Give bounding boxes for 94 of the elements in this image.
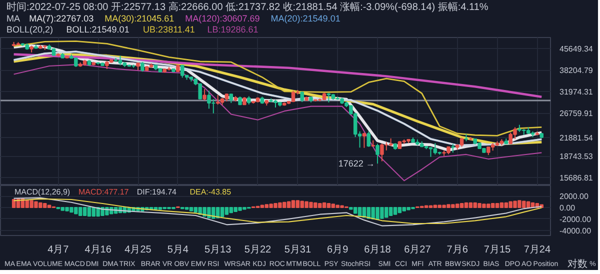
bar [194, 207, 198, 213]
y-tick-label: 2000.00 [560, 192, 589, 202]
bar [504, 202, 508, 208]
bar [318, 203, 322, 208]
bar [402, 207, 406, 212]
x-tick-label: 5月31 [284, 244, 312, 256]
candlestick [376, 143, 380, 164]
candlestick [216, 94, 220, 106]
x-tick-label: 4月16 [84, 244, 112, 256]
bar [87, 207, 92, 217]
y-tick-label: 18743.53 [560, 152, 594, 162]
text: MA(120):30607.69 [185, 14, 260, 24]
bar [264, 204, 269, 208]
bar [490, 203, 495, 208]
candlestick [460, 137, 464, 148]
bar [353, 207, 358, 214]
x-tick-label: 5月4 [167, 244, 189, 256]
bar [398, 207, 402, 214]
y-tick-label: 31974.31 [560, 88, 594, 97]
series-label: MACD:477.17 [78, 188, 130, 196]
bar [78, 207, 82, 216]
x-tick-label: 4月25 [124, 244, 152, 256]
bar [500, 202, 504, 208]
bar [455, 204, 460, 208]
series-label: UB:23811.41 [143, 24, 195, 34]
y-tick-label: 15686.81 [560, 174, 594, 183]
x-tick-label: 5月22 [244, 244, 272, 256]
chart-title: MACD(12,26,9) [14, 188, 70, 196]
bar [464, 202, 468, 208]
y-tick-label: 38204.79 [560, 66, 594, 76]
y-tick-label: 45649.34 [560, 44, 594, 54]
text: MA(20):21549.01 [270, 14, 340, 24]
bar [82, 207, 87, 216]
bar [12, 199, 16, 208]
line-series [13, 40, 542, 136]
text: 对数 [568, 258, 588, 270]
y-tick-label: 21881.54 [560, 133, 594, 142]
bar [224, 207, 229, 215]
candlestick [433, 142, 438, 155]
y-tick-label: -4000.00 [560, 226, 592, 236]
bar [291, 200, 296, 208]
candlestick [366, 130, 371, 148]
x-tick-label: 7月6 [446, 244, 468, 256]
bar [286, 201, 291, 208]
text: BOLL(20,2) [6, 24, 54, 34]
candlestick [428, 146, 433, 158]
bar [282, 202, 286, 208]
series-label: BOLL:21549.01 [66, 24, 130, 34]
series-label: DIF:194.74 [136, 188, 178, 196]
bar [229, 207, 234, 214]
bar [189, 207, 194, 212]
annotation: 17622 → [338, 158, 375, 169]
x-tick-label: 6月9 [327, 244, 349, 256]
y-tick-label: 0.00 [560, 204, 576, 212]
candlestick [202, 88, 206, 101]
candlestick [207, 90, 211, 110]
line-series [12, 53, 543, 98]
bar [388, 207, 393, 216]
bar [468, 202, 473, 208]
bar [326, 203, 331, 208]
x-tick-label: 6月18 [364, 244, 392, 256]
candlestick [198, 82, 202, 100]
bar [495, 203, 500, 208]
bar [220, 207, 224, 218]
candlestick [140, 62, 144, 72]
text: MA [6, 14, 20, 24]
candlestick [380, 143, 384, 162]
bar [296, 200, 300, 208]
candlestick [300, 91, 304, 103]
candlestick [362, 132, 366, 148]
text: 时间:2022-07-25 08:00 开:22577.13 高:22666.00 低:21737.82 收:21881.54 涨幅:-3.09%(-698.14) 振幅:4.11% [6, 1, 488, 13]
bar [460, 203, 464, 208]
candlestick [180, 64, 184, 78]
text: MA(7):22767.03 [29, 14, 94, 24]
bar [433, 204, 438, 208]
x-tick-label: 7月24 [524, 244, 551, 256]
text: LB:19286.61 [207, 24, 258, 34]
bar [393, 207, 398, 215]
line-series [13, 64, 542, 182]
x-tick-label: 7月15 [484, 244, 512, 256]
y-tick-label: -2000.00 [560, 214, 592, 224]
bar [331, 204, 336, 208]
candlestick [118, 55, 122, 66]
bar [42, 203, 47, 208]
text: MA(30):21045.61 [104, 14, 174, 24]
bar [47, 204, 52, 208]
x-tick-label: 5月13 [204, 244, 232, 256]
x-tick-label: 4月7 [48, 244, 70, 256]
text: DEA:-43.85 [190, 188, 232, 196]
candlestick [326, 92, 331, 103]
y-tick-label: 26759.91 [560, 109, 594, 118]
x-tick-label: 6月27 [404, 244, 432, 256]
bar [260, 204, 264, 208]
bar [322, 202, 326, 208]
